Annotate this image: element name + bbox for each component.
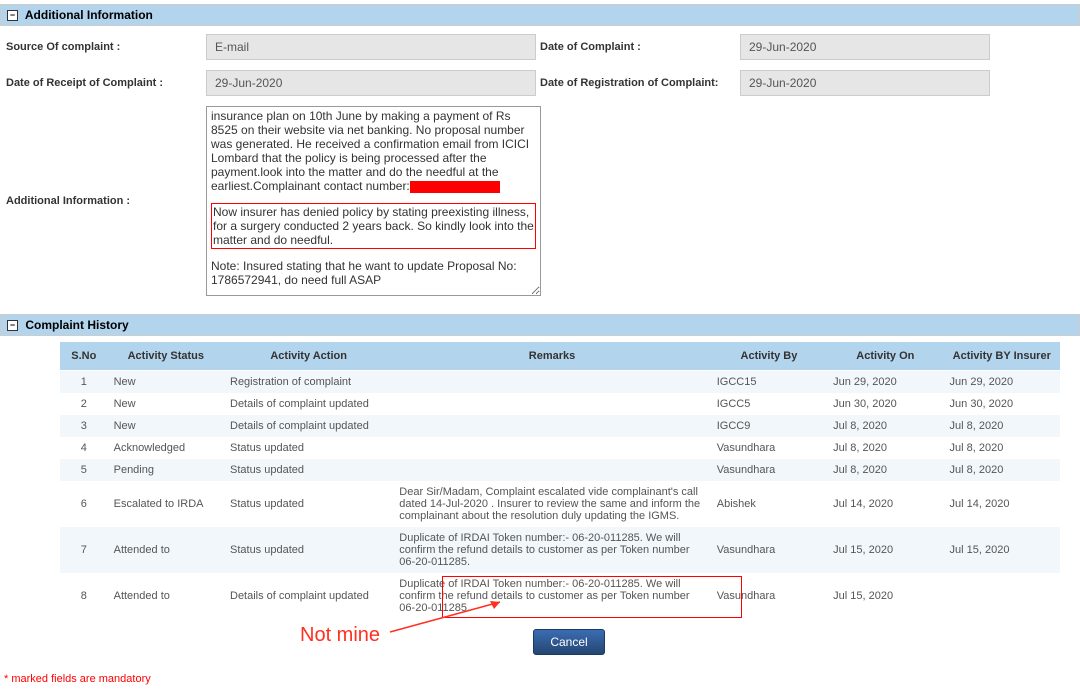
complaint-history-table-wrap: S.No Activity Status Activity Action Rem… xyxy=(0,336,1080,671)
col-remarks: Remarks xyxy=(393,342,710,371)
table-row: 2NewDetails of complaint updatedIGCC5Jun… xyxy=(60,393,1060,415)
table-row: 4AcknowledgedStatus updatedVasundharaJul… xyxy=(60,437,1060,459)
label-source: Source Of complaint : xyxy=(6,41,206,53)
table-cell xyxy=(393,415,710,437)
table-cell: 4 xyxy=(60,437,108,459)
table-cell: New xyxy=(108,415,224,437)
table-row: 3NewDetails of complaint updatedIGCC9Jul… xyxy=(60,415,1060,437)
table-cell: Status updated xyxy=(224,481,393,527)
table-cell: Attended to xyxy=(108,573,224,619)
table-cell xyxy=(393,459,710,481)
table-cell: Details of complaint updated xyxy=(224,393,393,415)
table-row: 5PendingStatus updatedVasundharaJul 8, 2… xyxy=(60,459,1060,481)
table-cell: Jul 8, 2020 xyxy=(944,415,1060,437)
table-cell: 3 xyxy=(60,415,108,437)
table-cell xyxy=(393,371,710,394)
complaint-history-table: S.No Activity Status Activity Action Rem… xyxy=(60,342,1060,619)
table-row: 6Escalated to IRDAStatus updatedDear Sir… xyxy=(60,481,1060,527)
cancel-button[interactable]: Cancel xyxy=(533,629,604,655)
table-cell: Jul 15, 2020 xyxy=(944,527,1060,573)
table-cell: Jun 30, 2020 xyxy=(827,393,943,415)
value-date-complaint: 29-Jun-2020 xyxy=(740,34,990,60)
additional-info-textarea[interactable]: insurance plan on 10th June by making a … xyxy=(206,106,541,296)
table-cell: Status updated xyxy=(224,437,393,459)
value-date-receipt: 29-Jun-2020 xyxy=(206,70,536,96)
label-date-registration: Date of Registration of Complaint: xyxy=(540,77,740,89)
table-cell: 2 xyxy=(60,393,108,415)
table-header-row: S.No Activity Status Activity Action Rem… xyxy=(60,342,1060,371)
table-cell: Vasundhara xyxy=(711,573,827,619)
table-cell: Jun 29, 2020 xyxy=(944,371,1060,394)
table-cell: Vasundhara xyxy=(711,437,827,459)
table-cell: 8 xyxy=(60,573,108,619)
table-cell: Acknowledged xyxy=(108,437,224,459)
table-cell: Jul 15, 2020 xyxy=(827,573,943,619)
value-source: E-mail xyxy=(206,34,536,60)
table-cell: Details of complaint updated xyxy=(224,415,393,437)
col-by-insurer: Activity BY Insurer xyxy=(944,342,1060,371)
table-cell: IGCC5 xyxy=(711,393,827,415)
table-row: 8Attended toDetails of complaint updated… xyxy=(60,573,1060,619)
table-cell: 5 xyxy=(60,459,108,481)
table-cell: Jul 8, 2020 xyxy=(827,415,943,437)
addl-text-p3: Note: Insured stating that he want to up… xyxy=(211,259,536,287)
table-cell: Status updated xyxy=(224,527,393,573)
col-sno: S.No xyxy=(60,342,108,371)
table-row: 7Attended toStatus updatedDuplicate of I… xyxy=(60,527,1060,573)
col-by: Activity By xyxy=(711,342,827,371)
table-cell: Jul 14, 2020 xyxy=(827,481,943,527)
table-cell: IGCC15 xyxy=(711,371,827,394)
table-cell: New xyxy=(108,371,224,394)
col-status: Activity Status xyxy=(108,342,224,371)
col-action: Activity Action xyxy=(224,342,393,371)
redacted-phone xyxy=(410,181,500,193)
table-cell: Registration of complaint xyxy=(224,371,393,394)
table-cell: Vasundhara xyxy=(711,459,827,481)
table-cell: Abishek xyxy=(711,481,827,527)
table-cell: Duplicate of IRDAI Token number:- 06-20-… xyxy=(393,573,710,619)
table-cell: Jul 8, 2020 xyxy=(827,437,943,459)
table-cell: Details of complaint updated xyxy=(224,573,393,619)
table-cell: Escalated to IRDA xyxy=(108,481,224,527)
mandatory-fields-note: * marked fields are mandatory xyxy=(0,671,1080,691)
section-title: Complaint History xyxy=(25,318,128,332)
table-cell xyxy=(393,437,710,459)
col-on: Activity On xyxy=(827,342,943,371)
collapse-icon[interactable]: − xyxy=(7,320,18,331)
addl-text-p1: insurance plan on 10th June by making a … xyxy=(211,109,536,193)
collapse-icon[interactable]: − xyxy=(7,10,18,21)
label-date-receipt: Date of Receipt of Complaint : xyxy=(6,77,206,89)
label-additional-info: Additional Information : xyxy=(6,195,206,207)
section-header-complaint-history: − Complaint History xyxy=(0,314,1080,336)
value-date-registration: 29-Jun-2020 xyxy=(740,70,990,96)
annotation-not-mine: Not mine xyxy=(300,624,380,647)
table-cell: Jul 8, 2020 xyxy=(944,459,1060,481)
table-cell: 1 xyxy=(60,371,108,394)
table-cell xyxy=(393,393,710,415)
table-cell: Jul 8, 2020 xyxy=(944,437,1060,459)
table-cell: 6 xyxy=(60,481,108,527)
table-cell: Attended to xyxy=(108,527,224,573)
table-cell: Jul 8, 2020 xyxy=(827,459,943,481)
table-cell: Jul 15, 2020 xyxy=(827,527,943,573)
section-title: Additional Information xyxy=(25,8,153,22)
table-cell xyxy=(944,573,1060,619)
table-cell: New xyxy=(108,393,224,415)
table-cell: Duplicate of IRDAI Token number:- 06-20-… xyxy=(393,527,710,573)
table-cell: Jun 30, 2020 xyxy=(944,393,1060,415)
addl-text-p2: Now insurer has denied policy by stating… xyxy=(211,203,536,249)
table-cell: Vasundhara xyxy=(711,527,827,573)
label-date-complaint: Date of Complaint : xyxy=(540,41,740,53)
table-cell: Pending xyxy=(108,459,224,481)
table-cell: Jul 14, 2020 xyxy=(944,481,1060,527)
section-header-additional-info: − Additional Information xyxy=(0,4,1080,26)
table-cell: Status updated xyxy=(224,459,393,481)
additional-info-form: Source Of complaint : E-mail Date of Com… xyxy=(0,26,1080,310)
table-cell: IGCC9 xyxy=(711,415,827,437)
table-cell: Dear Sir/Madam, Complaint escalated vide… xyxy=(393,481,710,527)
table-cell: Jun 29, 2020 xyxy=(827,371,943,394)
table-cell: 7 xyxy=(60,527,108,573)
table-row: 1NewRegistration of complaintIGCC15Jun 2… xyxy=(60,371,1060,394)
